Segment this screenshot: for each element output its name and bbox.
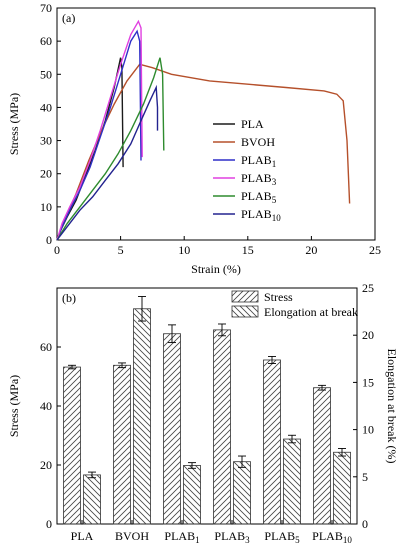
bar-stress-plab3 [213, 329, 231, 525]
y-tick-label: 70 [40, 1, 52, 15]
right-tick-label: 0 [362, 517, 368, 531]
x-tick-label: 20 [305, 243, 317, 257]
panel-a-label: (a) [62, 11, 75, 25]
x-tick-label: 5 [118, 243, 124, 257]
y-tick-label: 10 [40, 200, 52, 214]
bar-elongation-at-break-pla [83, 474, 101, 525]
category-label-plab10-main: PLAB [312, 529, 343, 543]
panel-a-y-axis-label: Stress (MPa) [7, 93, 21, 155]
panel-a-x-ticks: 0 5 10 15 20 25 [54, 236, 381, 257]
panel-b-category-labels: PLA BVOH PLAB1 PLAB3 PLAB5 PLAB10 [71, 520, 352, 545]
y-tick-label: 20 [40, 167, 52, 181]
category-label-plab10-sub: 10 [343, 535, 353, 545]
legend-label-plab10-main: PLAB [241, 207, 272, 221]
panel-a-series-lines [56, 19, 351, 241]
category-label-pla-main: PLA [71, 529, 94, 543]
left-tick-label: 0 [46, 517, 52, 531]
panel-b-right-axis-label: Elongation at break (%) [385, 349, 399, 464]
bar-stress-plab5 [263, 359, 281, 525]
y-tick-label: 50 [40, 67, 52, 81]
category-label-plab3-sub: 3 [245, 535, 250, 545]
legend-label-plab1: PLAB1 [241, 153, 276, 169]
legend-label-plab10: PLAB10 [241, 207, 281, 223]
panel-a-y-ticks: 0 10 20 30 40 50 60 70 [40, 1, 61, 247]
category-label-plab3: PLAB3 [214, 529, 250, 545]
right-tick-label: 20 [362, 328, 374, 342]
bar-elongation-at-break-plab1 [183, 465, 201, 525]
legend-label-plab1-main: PLAB [241, 153, 272, 167]
bar-elongation-at-break-plab5 [283, 438, 301, 525]
legend-label-plab3-sub: 3 [272, 177, 277, 187]
right-tick-label: 15 [362, 375, 374, 389]
legend-label-bvoh: BVOH [241, 135, 275, 149]
category-label-plab5: PLAB5 [264, 529, 300, 545]
right-tick-label: 5 [362, 470, 368, 484]
panel-b-bars [63, 296, 351, 525]
category-label-plab1-main: PLAB [164, 529, 195, 543]
legend-label-plab1-sub: 1 [272, 159, 277, 169]
bar-elongation-at-break-plab10 [333, 451, 351, 525]
legend-label-stress: Stress [264, 290, 293, 304]
right-tick-label: 10 [362, 423, 374, 437]
legend-label-pla: PLA [241, 117, 264, 131]
legend-label-plab5-main: PLAB [241, 189, 272, 203]
category-label-bvoh: BVOH [115, 529, 149, 543]
legend-swatch-stress [231, 290, 259, 303]
x-tick-label: 25 [369, 243, 381, 257]
panel-b-left-axis-label: Stress (MPa) [7, 375, 21, 437]
bar-stress-plab10 [313, 387, 331, 525]
y-tick-label: 60 [40, 34, 52, 48]
left-tick-label: 60 [40, 340, 52, 354]
y-tick-label: 0 [46, 233, 52, 247]
category-label-plab5-main: PLAB [264, 529, 295, 543]
category-label-plab1: PLAB1 [164, 529, 199, 545]
bar-stress-pla [63, 366, 81, 525]
category-label-pla: PLA [71, 529, 94, 543]
legend-label-plab3-main: PLAB [241, 171, 272, 185]
category-label-bvoh-main: BVOH [115, 529, 149, 543]
panel-a-frame [56, 7, 376, 241]
legend-label-pla-main: PLA [241, 117, 264, 131]
series-line-plab1 [56, 29, 142, 241]
panel-a-x-axis-label: Strain (%) [191, 262, 241, 276]
legend-label-plab10-sub: 10 [272, 213, 282, 223]
panel-b-left-y-ticks: 0 20 40 60 [40, 340, 61, 531]
category-label-plab3-main: PLAB [214, 529, 245, 543]
series-line-plab3 [56, 19, 143, 241]
x-tick-label: 10 [178, 243, 190, 257]
y-tick-label: 40 [40, 100, 52, 114]
category-label-plab1-sub: 1 [195, 535, 200, 545]
legend-swatch-elongation-at-break [231, 305, 259, 318]
legend-label-elongation-at-break: Elongation at break [264, 305, 358, 319]
legend-label-plab3: PLAB3 [241, 171, 277, 187]
right-tick-label: 25 [362, 281, 374, 295]
x-tick-label: 0 [54, 243, 60, 257]
bar-elongation-at-break-bvoh [133, 308, 151, 525]
legend-label-plab5: PLAB5 [241, 189, 277, 205]
panel-b-frame [56, 287, 358, 525]
series-line-plab5 [56, 57, 165, 241]
x-tick-label: 15 [242, 243, 254, 257]
series-line-bvoh [56, 63, 351, 241]
legend-label-plab5-sub: 5 [272, 195, 277, 205]
panel-b-right-y-ticks: 0 5 10 15 20 25 [353, 281, 374, 531]
category-label-plab5-sub: 5 [295, 535, 300, 545]
bar-stress-bvoh [113, 364, 131, 525]
left-tick-label: 40 [40, 399, 52, 413]
legend-label-bvoh-main: BVOH [241, 135, 275, 149]
category-label-plab10: PLAB10 [312, 529, 352, 545]
panel-b-label: (b) [62, 291, 76, 305]
bar-elongation-at-break-plab3 [233, 461, 251, 525]
left-tick-label: 20 [40, 458, 52, 472]
y-tick-label: 30 [40, 134, 52, 148]
bar-stress-plab1 [163, 333, 181, 525]
series-line-plab10 [56, 84, 159, 241]
